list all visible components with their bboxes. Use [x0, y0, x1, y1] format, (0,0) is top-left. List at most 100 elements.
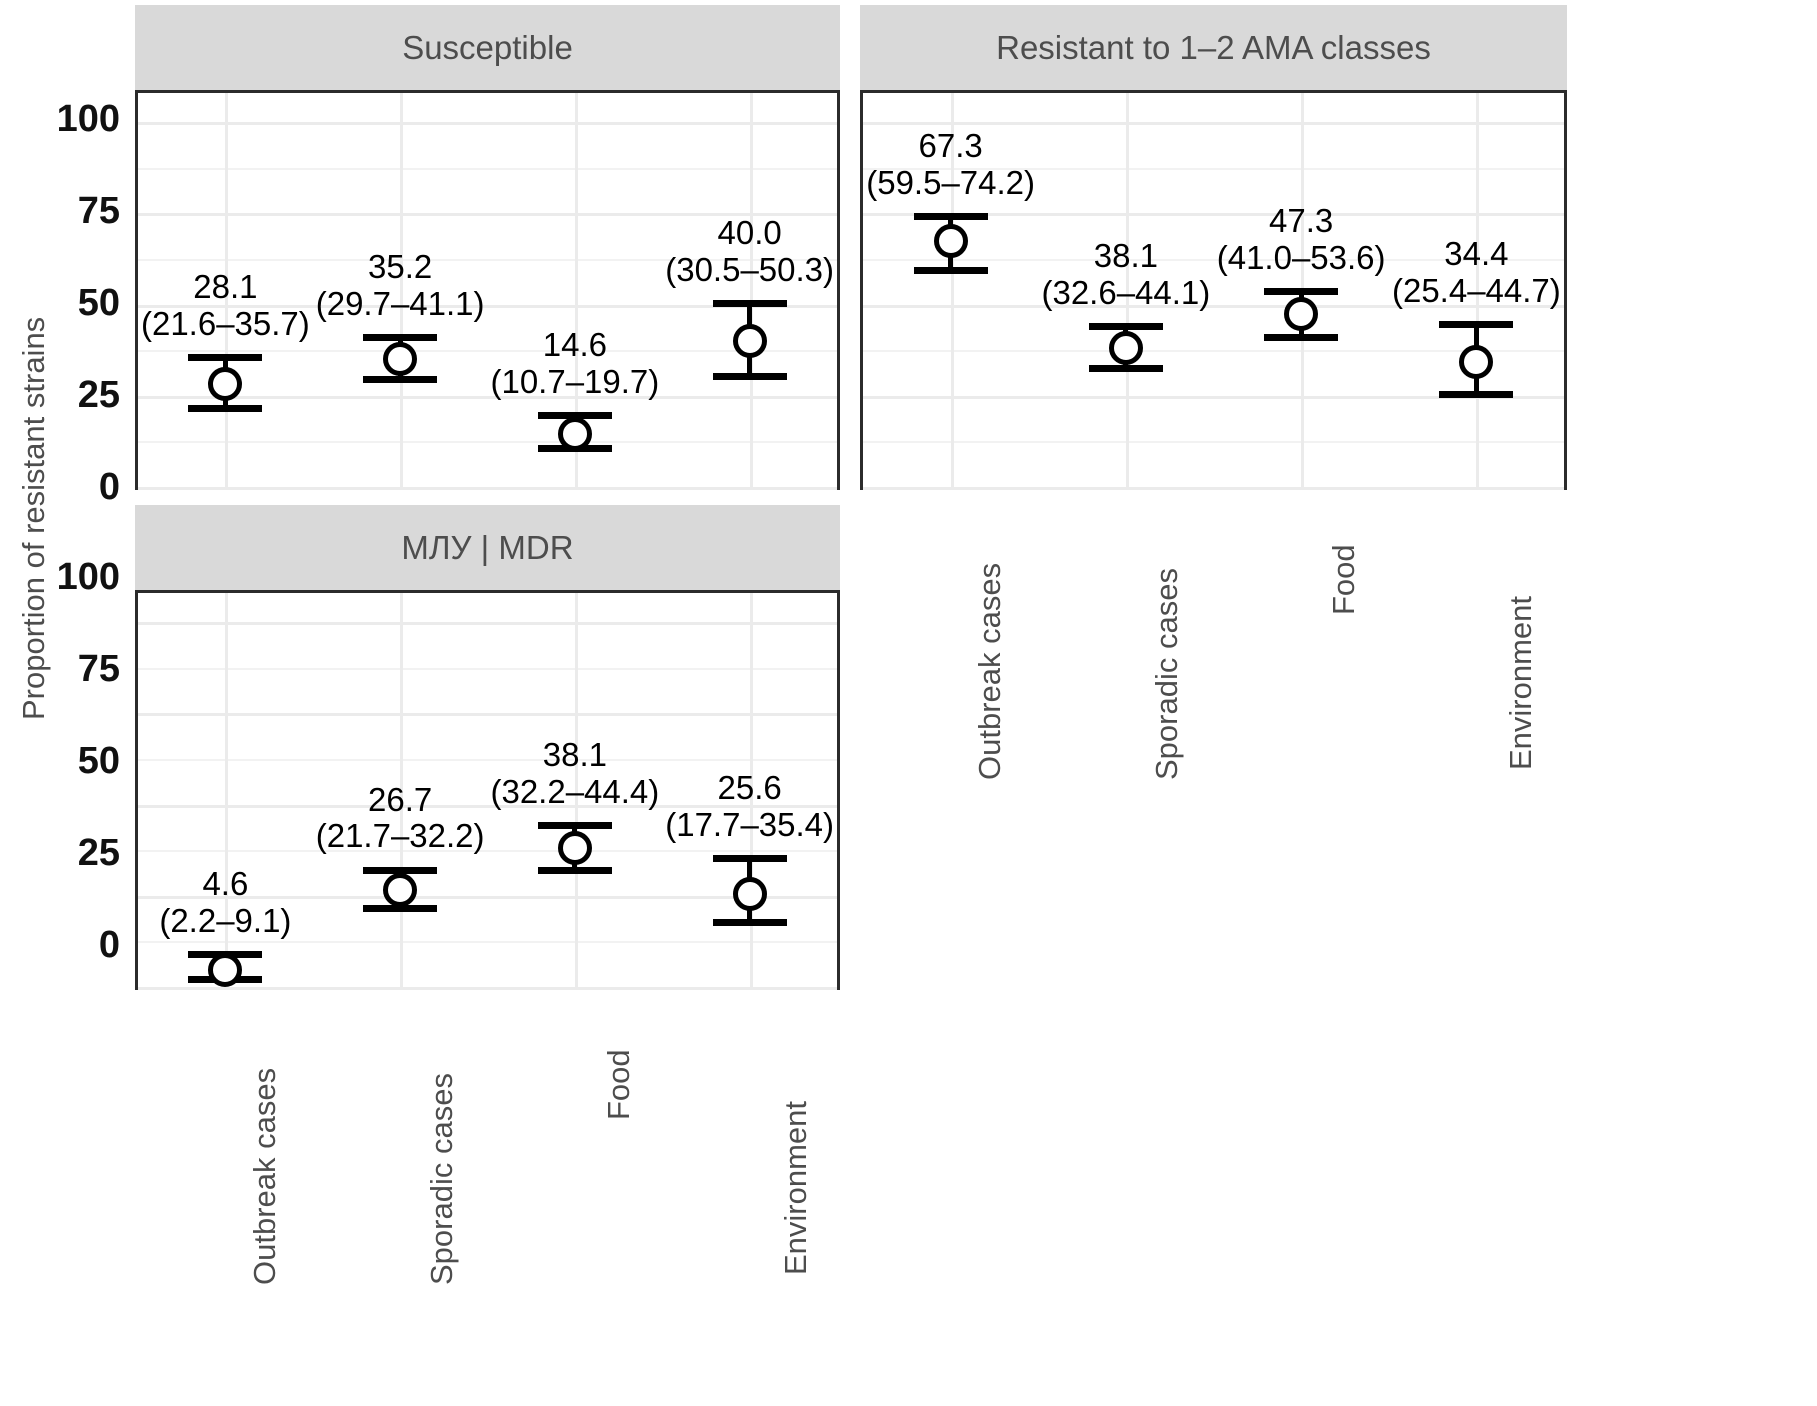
x-tick-label-environment: Environment [778, 1100, 813, 1275]
data-point-label: 4.6 (2.2–9.1) [159, 865, 292, 940]
data-point-estimate: 28.1 [193, 267, 258, 305]
data-point-label: 40.0 (30.5–50.3) [665, 215, 834, 289]
gridline-major [138, 395, 837, 399]
data-point-marker [1108, 331, 1143, 365]
data-point-marker [557, 416, 592, 451]
data-point-label: 14.6 (10.7–19.7) [490, 326, 660, 401]
data-point-marker [1284, 297, 1319, 332]
data-point-label: 35.2 (29.7–41.1) [315, 248, 485, 323]
gridline-major [138, 895, 837, 899]
errorbar-cap-lower [363, 904, 438, 912]
data-point-estimate: 14.6 [542, 326, 607, 364]
errorbar-cap-upper [1264, 288, 1339, 296]
data-point-estimate: 67.3 [918, 127, 983, 165]
errorbar-cap-lower [1088, 365, 1163, 373]
gridline-vertical [950, 93, 954, 487]
x-tick-label-food: Food [1326, 544, 1361, 615]
gridline-vertical [1476, 93, 1480, 487]
gridline-major [138, 122, 837, 126]
data-point-ci: (21.7–32.2) [315, 817, 485, 855]
gridline-major [138, 713, 837, 717]
gridline-major [138, 987, 837, 990]
gridline-major [863, 487, 1564, 490]
data-point-estimate: 26.7 [368, 780, 433, 818]
y-tick-label: 0 [98, 466, 120, 508]
x-tick-label-sporadic-cases: Sporadic cases [424, 1073, 459, 1285]
data-point-ci: (59.5–74.2) [866, 164, 1036, 202]
gridline-minor [138, 441, 837, 444]
data-point-label: 38.1 (32.6–44.1) [1041, 237, 1210, 312]
x-tick-label-outbreak-cases: Outbreak cases [972, 562, 1007, 780]
data-point-ci: (29.7–41.1) [315, 285, 485, 322]
gridline-minor [138, 850, 837, 853]
panel-susceptible: 28.1 (21.6–35.7) 35.2 (29.7–41.1) 14.6 (10.7–… [135, 90, 840, 490]
y-tick-label: 50 [77, 740, 120, 782]
data-point-marker [208, 367, 243, 402]
gridline-vertical [749, 93, 753, 487]
errorbar-cap-lower [1439, 391, 1514, 399]
x-tick-label-outbreak-cases: Outbreak cases [247, 1067, 282, 1285]
data-point-ci: (25.4–44.7) [1391, 271, 1561, 309]
gridline-major [863, 395, 1564, 399]
data-point-estimate: 38.1 [542, 736, 607, 774]
data-point-estimate: 34.4 [1444, 234, 1509, 272]
x-tick-label-environment: Environment [1503, 595, 1538, 770]
data-point-ci: (2.2–9.1) [159, 901, 292, 939]
data-point-marker [383, 341, 418, 376]
plot-area: 67.3 (59.5–74.2) 38.1 (32.6–44.1) 47.3 (41.0–… [863, 93, 1564, 490]
errorbar-cap-upper [1088, 323, 1163, 331]
gridline-vertical [225, 593, 229, 987]
errorbar-cap-upper [188, 353, 263, 361]
gridline-minor [863, 258, 1564, 261]
gridline-vertical [749, 593, 753, 987]
data-point-estimate: 40.0 [717, 214, 782, 252]
gridline-vertical [400, 93, 404, 487]
gridline-minor [138, 350, 837, 353]
y-tick-label: 25 [77, 832, 120, 874]
errorbar-cap-upper [913, 213, 988, 221]
data-point-estimate: 38.1 [1093, 237, 1158, 275]
panel-resistant: 67.3 (59.5–74.2) 38.1 (32.6–44.1) 47.3 (41.0–… [860, 90, 1567, 490]
gridline-vertical [574, 93, 578, 487]
data-point-label: 38.1 (32.2–44.4) [490, 736, 660, 811]
errorbar-cap-upper [363, 866, 438, 874]
data-point-ci: (32.2–44.4) [490, 772, 660, 810]
facet-strip-resistant: Resistant to 1–2 AMA classes [860, 5, 1567, 90]
errorbar-cap-lower [1264, 334, 1339, 342]
gridline-vertical [574, 593, 578, 987]
gridline-major [138, 622, 837, 626]
errorbar-cap-lower [712, 919, 787, 927]
gridline-major [138, 304, 837, 308]
gridline-minor [863, 167, 1564, 170]
y-tick-label: 25 [77, 374, 120, 416]
data-point-marker [383, 872, 418, 907]
errorbar-cap-upper [1439, 320, 1514, 328]
data-point-label: 47.3 (41.0–53.6) [1217, 202, 1386, 277]
panel-mdr: 4.6 (2.2–9.1) 26.7 (21.7–32.2) 38.1 (32.2–44.… [135, 590, 840, 990]
plot-area: 28.1 (21.6–35.7) 35.2 (29.7–41.1) 14.6 (10.7–… [138, 93, 837, 490]
errorbar-cap-upper [712, 854, 787, 862]
data-point-ci: (30.5–50.3) [665, 251, 835, 289]
errorbar-cap-upper [537, 412, 612, 420]
errorbar-cap-upper [363, 334, 438, 342]
errorbar-cap-upper [712, 300, 787, 308]
facet-strip-label: Resistant to 1–2 AMA classes [996, 28, 1431, 66]
facet-strip-label: Susceptible [402, 28, 573, 66]
x-tick-label-sporadic-cases: Sporadic cases [1149, 568, 1184, 780]
y-tick-label: 100 [56, 556, 120, 598]
gridline-minor [138, 258, 837, 261]
gridline-major [863, 122, 1564, 126]
y-tick-label: 50 [77, 282, 120, 324]
data-point-estimate: 47.3 [1269, 202, 1334, 240]
data-point-marker [557, 831, 592, 865]
data-point-marker [732, 324, 767, 359]
errorbar-cap-upper [537, 822, 612, 830]
data-point-label: 67.3 (59.5–74.2) [866, 127, 1036, 202]
facet-strip-label: МЛУ | MDR [401, 528, 574, 566]
data-point-ci: (10.7–19.7) [490, 363, 660, 401]
gridline-major [138, 487, 837, 490]
gridline-minor [863, 350, 1564, 353]
data-point-marker [208, 953, 243, 988]
errorbar-cap-lower [188, 405, 263, 413]
